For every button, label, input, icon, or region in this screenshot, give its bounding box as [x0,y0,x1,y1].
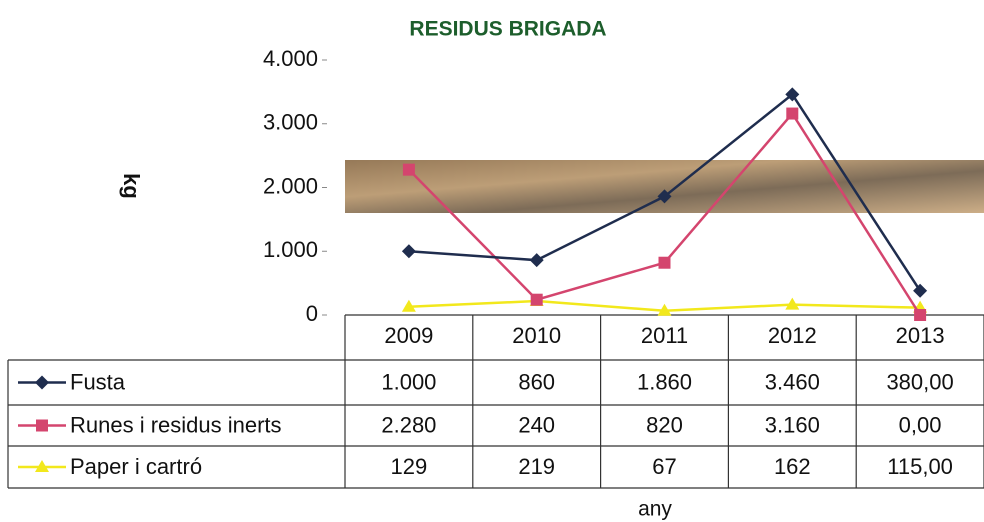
y-axis-label: kg [119,173,144,199]
legend-label: Fusta [70,369,126,394]
table-value: 0,00 [899,412,942,437]
table-value: 3.160 [765,412,820,437]
table-value: 162 [774,454,811,479]
legend-label: Paper i cartró [70,454,202,479]
marker [659,257,671,269]
table-value: 860 [518,369,555,394]
table-value: 1.000 [381,369,436,394]
data-table: 2009 2010 2011 2012 2013 Paper i cartró 129 219… [8,315,984,488]
table-value: 2.280 [381,412,436,437]
legend-marker [36,420,48,432]
x-axis-label: any [638,498,672,521]
table-value: 240 [518,412,555,437]
table-value: 1.860 [637,369,692,394]
table-value: 3.460 [765,369,820,394]
y-tick-label: 4.000 [263,46,318,71]
y-tick-label: 3.000 [263,110,318,135]
chart-title: RESIDUS BRIGADA [409,18,606,41]
y-tick-label: 2.000 [263,173,318,198]
x-tick-label: 2013 [896,323,945,348]
chart: RESIDUS BRIGADA kg any 20092010201120122… [0,0,984,522]
x-tick-label: 2012 [768,323,817,348]
table-value: 380,00 [886,369,953,394]
marker [531,294,543,306]
x-tick-label: 2011 [641,323,688,348]
y-tick-label: 1.000 [263,237,318,262]
marker [914,309,926,321]
table-value: 820 [646,412,683,437]
table-value: 115,00 [887,454,953,479]
photo-strip [345,160,984,213]
marker [530,253,544,267]
marker [403,164,415,176]
legend-label: Runes i residus inerts [70,412,282,437]
marker [786,108,798,120]
series-line [409,114,920,315]
y-tick-label: 0 [306,301,318,326]
x-tick-label: 2010 [512,323,561,348]
marker [913,284,927,298]
legend-marker [35,376,49,390]
x-tick-label: 2009 [384,323,433,348]
table-value: 67 [652,454,676,479]
table-value: 219 [518,454,555,479]
marker [402,244,416,258]
table-value: 129 [391,454,428,479]
